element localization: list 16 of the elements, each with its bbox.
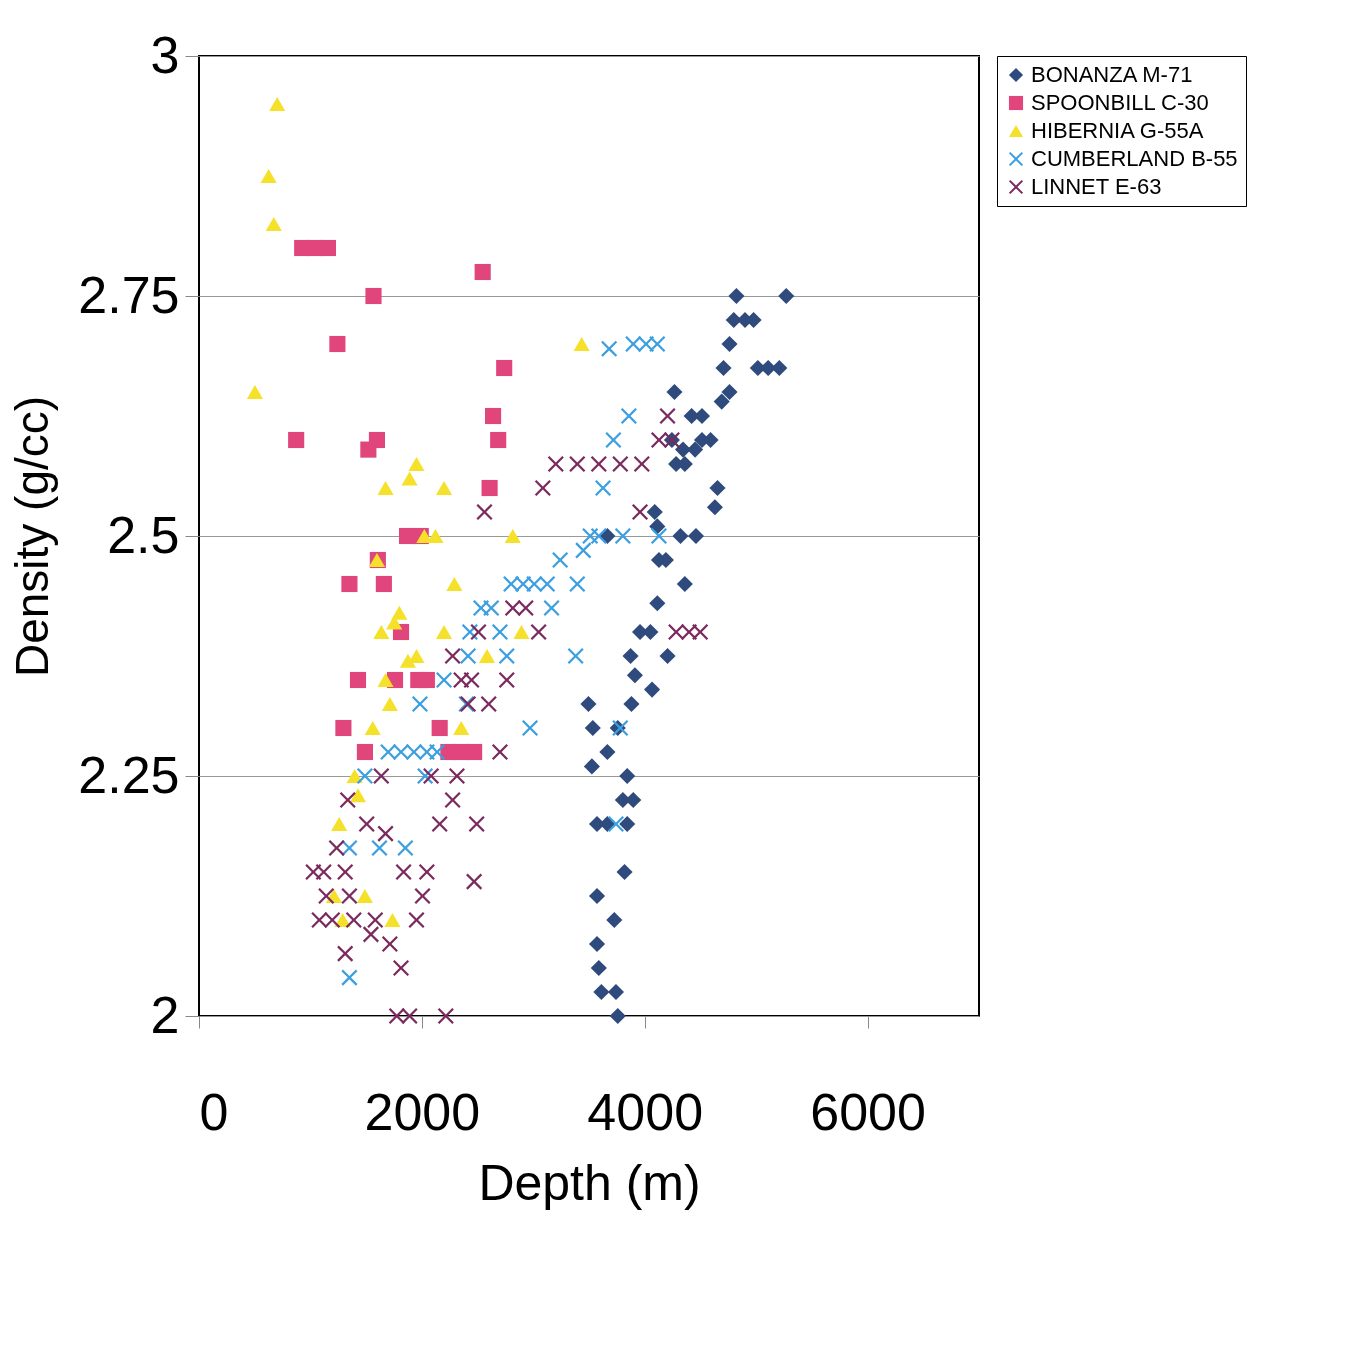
legend-label: LINNET E-63: [1031, 174, 1162, 199]
legend-label: HIBERNIA G-55A: [1031, 118, 1204, 143]
x-tick-label: 4000: [587, 1082, 704, 1141]
x-axis-title: Depth (m): [478, 1154, 701, 1211]
legend-label: CUMBERLAND B-55: [1031, 146, 1238, 171]
y-tick-label: 2.25: [78, 745, 180, 804]
legend-label: BONANZA M-71: [1031, 62, 1193, 87]
x-tick-label: 6000: [810, 1082, 926, 1141]
y-tick-label: 3: [150, 25, 180, 84]
x-tick-label: 0: [199, 1082, 229, 1141]
x-tick-label: 2000: [364, 1082, 481, 1141]
y-tick-label: 2: [150, 985, 180, 1044]
legend-label: SPOONBILL C-30: [1031, 90, 1209, 115]
y-axis-title: Density (g/cc): [6, 395, 59, 678]
y-tick-label: 2.5: [107, 505, 180, 564]
y-tick-label: 2.75: [78, 265, 180, 324]
